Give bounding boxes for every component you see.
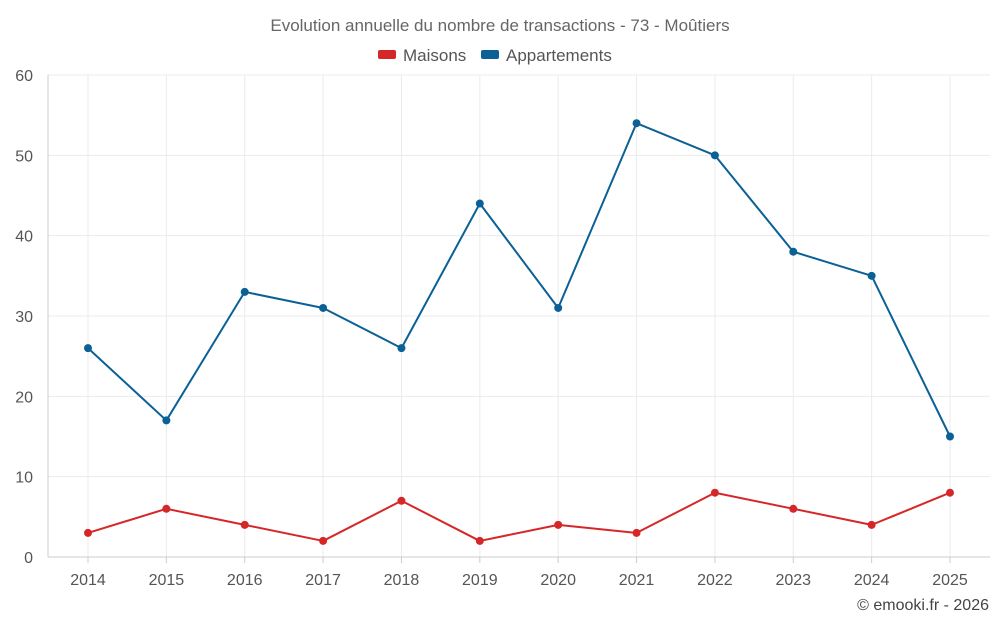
legend-item-appartements[interactable]: Appartements <box>481 46 612 65</box>
data-point-maisons[interactable] <box>475 536 484 545</box>
series-line-appartements <box>87 122 951 437</box>
data-point-appartements[interactable] <box>632 119 641 128</box>
credit-text: © emooki.fr - 2026 <box>857 597 989 614</box>
data-point-appartements[interactable] <box>867 271 876 280</box>
x-tick-label: 2017 <box>305 572 341 589</box>
data-point-appartements[interactable] <box>789 247 798 256</box>
data-point-appartements[interactable] <box>946 432 954 441</box>
data-point-maisons[interactable] <box>84 528 92 537</box>
data-point-maisons[interactable] <box>946 488 954 497</box>
x-tick-label: 2015 <box>149 572 185 589</box>
data-point-appartements[interactable] <box>84 344 92 353</box>
data-point-maisons[interactable] <box>319 536 328 545</box>
y-tick-label: 40 <box>15 229 33 246</box>
legend-label-maisons: Maisons <box>403 46 466 65</box>
legend-label-appartements: Appartements <box>506 46 612 65</box>
chart-title: Evolution annuelle du nombre de transact… <box>270 16 729 35</box>
x-tick-label: 2016 <box>227 572 263 589</box>
y-tick-label: 50 <box>15 148 33 165</box>
data-point-maisons[interactable] <box>240 520 249 529</box>
x-tick-label: 2023 <box>775 572 811 589</box>
data-point-appartements[interactable] <box>554 303 563 312</box>
data-point-maisons[interactable] <box>554 520 563 529</box>
data-point-maisons[interactable] <box>397 496 406 505</box>
x-tick-label: 2021 <box>619 572 655 589</box>
y-tick-label: 20 <box>15 389 33 406</box>
axes: 0 10 20 30 40 50 60 2014 2015 2016 2017 2018 2019 202… <box>15 68 990 589</box>
data-point-appartements[interactable] <box>319 303 328 312</box>
gridlines <box>48 74 990 557</box>
y-tick-label: 30 <box>15 309 33 326</box>
data-point-maisons[interactable] <box>710 488 719 497</box>
legend: Maisons Appartements <box>378 46 612 65</box>
series-line-maisons <box>87 491 951 542</box>
y-tick-label: 60 <box>15 68 33 85</box>
legend-item-maisons[interactable]: Maisons <box>378 46 466 65</box>
data-point-appartements[interactable] <box>397 344 406 353</box>
data-point-maisons[interactable] <box>162 504 171 513</box>
data-point-maisons[interactable] <box>867 520 876 529</box>
legend-swatch-appartements <box>481 50 499 59</box>
legend-swatch-maisons <box>378 50 396 59</box>
data-point-appartements[interactable] <box>240 287 249 296</box>
x-tick-label: 2020 <box>540 572 576 589</box>
series <box>84 119 954 545</box>
data-point-appartements[interactable] <box>710 151 719 160</box>
y-tick-label: 0 <box>24 550 33 567</box>
data-point-maisons[interactable] <box>632 528 641 537</box>
data-point-appartements[interactable] <box>162 416 171 425</box>
x-tick-label: 2014 <box>70 572 106 589</box>
y-tick-label: 10 <box>15 470 33 487</box>
x-tick-label: 2024 <box>854 572 890 589</box>
data-point-maisons[interactable] <box>789 504 798 513</box>
x-tick-label: 2022 <box>697 572 733 589</box>
x-tick-label: 2018 <box>384 572 420 589</box>
x-tick-label: 2019 <box>462 572 498 589</box>
data-point-appartements[interactable] <box>475 199 484 208</box>
x-tick-label: 2025 <box>932 572 968 589</box>
